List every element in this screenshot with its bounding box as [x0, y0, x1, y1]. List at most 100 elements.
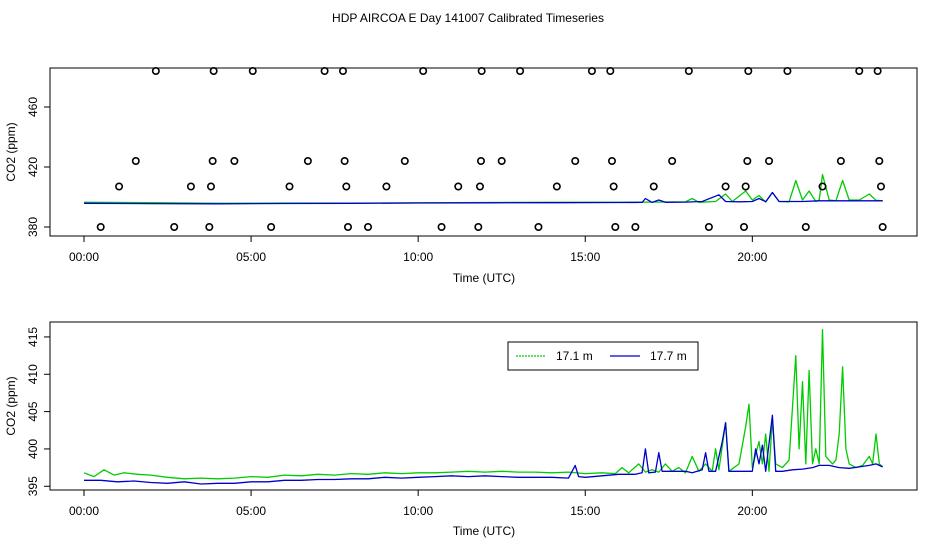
data-point-marker: [609, 182, 618, 191]
panel-1-x-axis: 00:00 05:00 10:00 15:00 20:00: [69, 236, 768, 264]
data-point-marker: [364, 223, 373, 232]
legend-label-17-1m: 17.1 m: [556, 349, 593, 363]
data-point-marker: [476, 157, 485, 166]
panel-1-series-lines: [83, 173, 883, 205]
data-point-marker: [248, 67, 257, 76]
legend-label-17-7m: 17.7 m: [650, 349, 687, 363]
x-tick-label: 10:00: [403, 504, 433, 518]
data-point-marker: [631, 223, 640, 232]
data-point-marker: [836, 157, 845, 166]
panel-1-chart: 00:00 05:00 10:00 15:00 20:00 380 420 460 Time…: [4, 67, 918, 285]
data-point-marker: [285, 182, 294, 191]
data-point-marker: [765, 157, 774, 166]
data-point-marker: [320, 67, 329, 76]
data-point-marker: [303, 157, 312, 166]
data-point-marker: [743, 157, 752, 166]
x-tick-label: 00:00: [69, 504, 99, 518]
legend-box: [507, 341, 699, 371]
data-point-marker: [96, 223, 105, 232]
data-point-marker: [338, 67, 347, 76]
data-point-marker: [230, 157, 239, 166]
data-point-marker: [552, 182, 561, 191]
y-tick-label: 400: [26, 439, 40, 459]
data-point-marker: [741, 182, 750, 191]
series-line-17-7-m: [84, 414, 883, 485]
series-line-1: [83, 191, 883, 205]
y-tick-label: 460: [26, 97, 40, 117]
data-point-marker: [668, 157, 677, 166]
data-point-marker: [151, 67, 160, 76]
data-point-marker: [607, 157, 616, 166]
data-point-marker: [571, 157, 580, 166]
data-point-marker: [208, 157, 217, 166]
panel-2-y-label: CO2 (ppm): [4, 376, 18, 435]
panel-2-x-label: Time (UTC): [453, 524, 515, 538]
data-point-marker: [343, 223, 352, 232]
data-point-marker: [205, 223, 214, 232]
data-point-marker: [115, 182, 124, 191]
data-point-marker: [873, 67, 882, 76]
data-point-marker: [534, 223, 543, 232]
data-point-marker: [400, 157, 409, 166]
data-point-marker: [454, 182, 463, 191]
data-point-marker: [474, 223, 483, 232]
panel-2-y-axis: 395 400 405 410 415: [26, 327, 50, 496]
panel-2-series-lines: [83, 328, 884, 485]
data-point-marker: [801, 223, 810, 232]
y-tick-label: 415: [26, 327, 40, 347]
data-point-marker: [818, 182, 827, 191]
data-point-marker: [855, 67, 864, 76]
data-point-marker: [382, 182, 391, 191]
x-tick-label: 05:00: [236, 250, 266, 264]
data-point-marker: [649, 182, 658, 191]
y-tick-label: 380: [26, 217, 40, 237]
data-point-marker: [876, 182, 885, 191]
panel-1-y-label: CO2 (ppm): [4, 122, 18, 181]
y-tick-label: 410: [26, 364, 40, 384]
panel-1-plot-box: [49, 67, 918, 237]
data-point-marker: [437, 223, 446, 232]
data-point-marker: [875, 157, 884, 166]
y-tick-label: 420: [26, 157, 40, 177]
y-tick-label: 405: [26, 401, 40, 421]
panel-1-markers: [96, 67, 887, 232]
data-point-marker: [206, 182, 215, 191]
data-point-marker: [340, 157, 349, 166]
data-point-marker: [419, 67, 428, 76]
x-tick-label: 20:00: [737, 504, 767, 518]
data-point-marker: [744, 67, 753, 76]
x-tick-label: 10:00: [403, 250, 433, 264]
x-tick-label: 20:00: [737, 250, 767, 264]
data-point-marker: [170, 223, 179, 232]
series-line-17-1-m: [83, 328, 884, 480]
y-tick-label: 395: [26, 476, 40, 496]
data-point-marker: [186, 182, 195, 191]
panel-1-y-axis: 380 420 460: [26, 97, 50, 237]
data-point-marker: [475, 182, 484, 191]
data-point-marker: [783, 67, 792, 76]
data-point-marker: [878, 223, 887, 232]
data-point-marker: [721, 182, 730, 191]
data-point-marker: [739, 223, 748, 232]
panel-2-plot-box: [49, 321, 918, 491]
data-point-marker: [342, 182, 351, 191]
data-point-marker: [477, 67, 486, 76]
data-point-marker: [611, 223, 620, 232]
series-line-0: [83, 173, 883, 204]
figure-title: HDP AIRCOA E Day 141007 Calibrated Times…: [332, 11, 604, 25]
x-tick-label: 15:00: [570, 250, 600, 264]
panel-2-x-axis: 00:00 05:00 10:00 15:00 20:00: [69, 490, 768, 518]
data-point-marker: [606, 67, 615, 76]
data-point-marker: [516, 67, 525, 76]
panel-2-legend: 17.1 m 17.7 m: [507, 341, 699, 371]
data-point-marker: [684, 67, 693, 76]
data-point-marker: [131, 157, 140, 166]
data-point-marker: [497, 157, 506, 166]
data-point-marker: [704, 223, 713, 232]
data-point-marker: [587, 67, 596, 76]
panel-1-x-label: Time (UTC): [453, 271, 515, 285]
x-tick-label: 15:00: [570, 504, 600, 518]
data-point-marker: [209, 67, 218, 76]
x-tick-label: 05:00: [236, 504, 266, 518]
